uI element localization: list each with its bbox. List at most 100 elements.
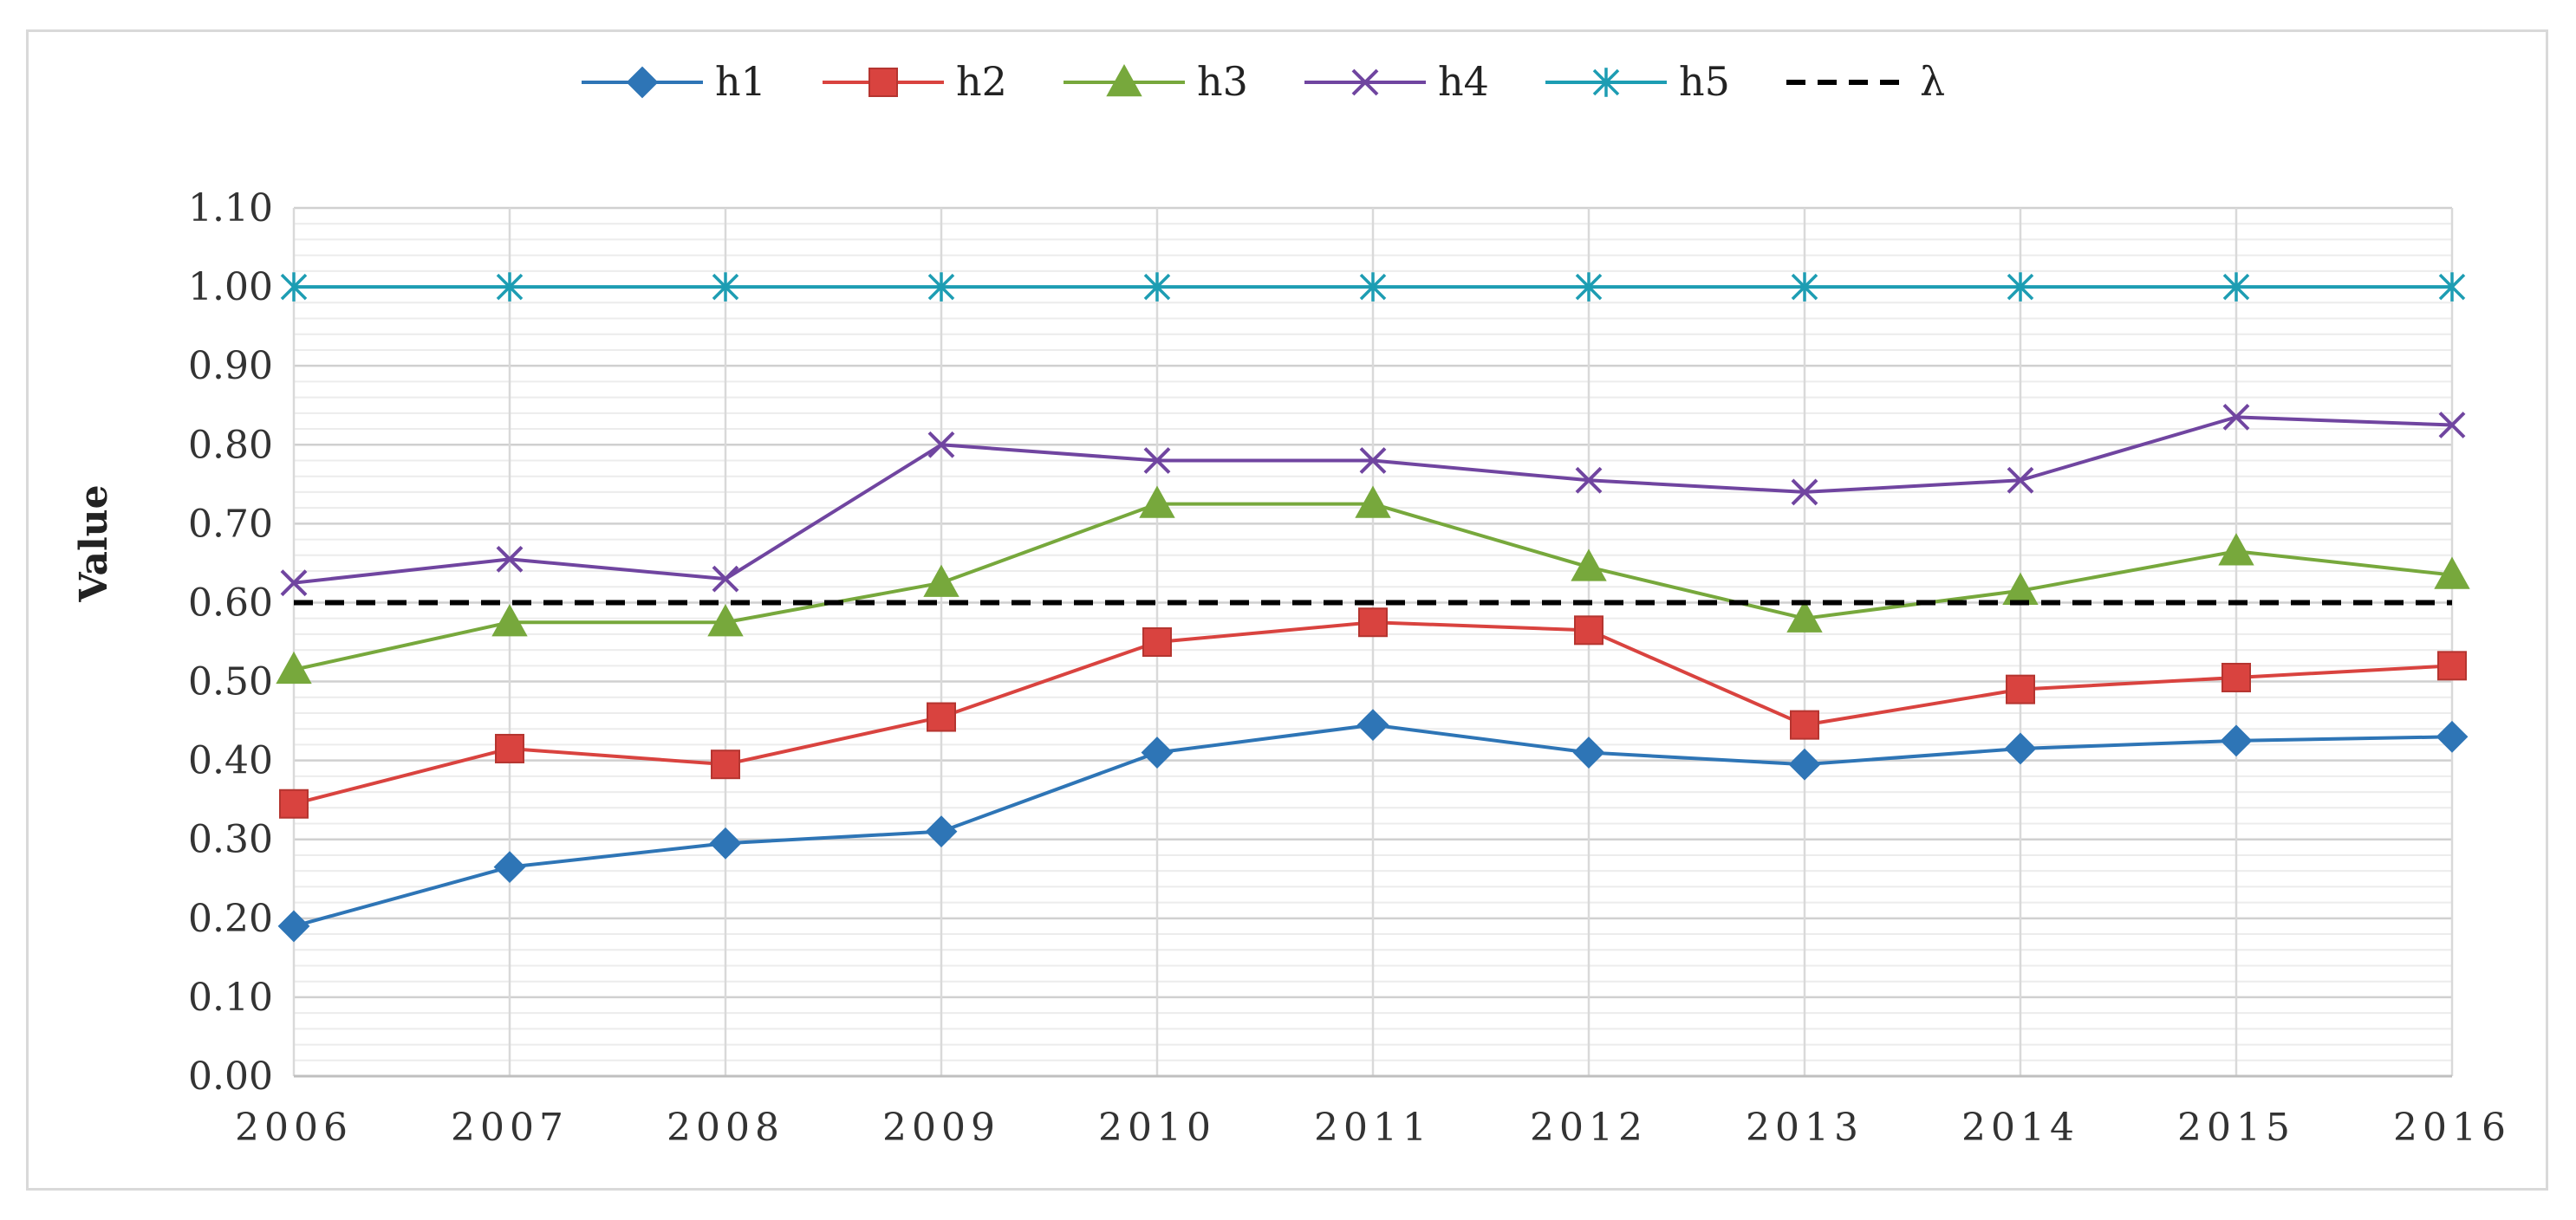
legend-label: h4 [1438,58,1489,105]
data-point-4 [2007,272,2034,302]
data-point-4 [927,272,955,302]
data-point-0 [709,827,742,860]
y-tick-label: 0.90 [188,344,273,388]
data-point-2 [276,651,312,685]
x-marker-stroke [712,565,739,593]
legend-item: h3 [1064,58,1248,105]
data-point-3 [280,569,308,597]
y-axis-label: Value [72,484,116,602]
x-marker-stroke [2222,403,2250,431]
data-point-0 [1356,709,1389,742]
x-marker-stroke [1351,68,1379,96]
data-point-4 [2222,272,2250,302]
legend-item: h5 [1545,58,1730,105]
legend-label: h3 [1197,58,1248,105]
y-tick-label: 1.10 [188,186,273,230]
legend-label: λ [1920,58,1945,105]
y-tick-label: 0.40 [188,739,273,783]
data-point-3 [2222,403,2250,431]
x-marker-stroke [1359,447,1387,474]
data-point-2 [2434,556,2470,589]
data-point-1 [495,733,524,763]
x-tick-label: 2012 [1530,1106,1648,1150]
data-point-1 [1142,627,1172,657]
data-point-1 [279,788,309,819]
data-point-1 [1358,607,1388,638]
legend-swatch-marker [1106,63,1142,97]
data-point-1 [927,702,956,732]
data-point-4 [1143,272,1171,302]
data-point-1 [1574,615,1603,646]
data-point-2 [2218,533,2254,566]
data-point-1 [2437,651,2467,681]
x-marker-stroke [1143,447,1171,474]
chart-frame: 0.00 0.10 0.20 0.30 0.40 0.50 0.60 0.70 0.80 0.90… [26,29,2548,1191]
y-tick-label: 0.00 [188,1055,273,1099]
data-point-0 [1788,748,1821,781]
x-tick-label: 2009 [882,1106,1000,1150]
data-point-1 [2221,662,2251,692]
x-marker-stroke [1791,478,1818,506]
legend-swatch-marker [1592,68,1620,97]
data-point-2 [1571,548,1607,581]
x-tick-label: 2008 [667,1106,784,1150]
grid [292,206,2454,1078]
x-tick-label: 2007 [451,1106,569,1150]
legend-label: h2 [956,58,1007,105]
x-tick-label: 2013 [1746,1106,1864,1150]
line-chart: 0.00 0.10 0.20 0.30 0.40 0.50 0.60 0.70 0.80 0.90… [72,58,2511,1150]
legend-swatch-marker [626,66,659,99]
data-point-2 [491,604,528,637]
data-point-1 [2006,674,2035,704]
data-point-4 [712,272,739,302]
data-point-4 [280,272,308,302]
y-tick-label: 1.00 [188,265,273,309]
data-point-1 [1790,710,1819,740]
data-point-4 [1359,272,1387,302]
legend-label: h5 [1679,58,1730,105]
x-tick-label: 2010 [1098,1106,1216,1150]
data-point-1 [711,750,740,780]
x-marker-stroke [1575,466,1603,494]
data-point-0 [277,910,310,943]
x-marker-stroke [496,545,524,573]
data-point-3 [927,431,955,458]
data-point-3 [1575,466,1603,494]
x-marker-stroke [280,569,308,597]
data-point-2 [1786,600,1823,633]
y-tick-label: 0.20 [188,897,273,941]
y-tick-label: 0.60 [188,581,273,625]
data-point-4 [1575,272,1603,302]
y-tick-label: 0.50 [188,660,273,704]
data-point-0 [2436,720,2469,753]
legend-item: λ [1786,58,1945,105]
y-tick-label: 0.10 [188,976,273,1020]
data-point-0 [1572,737,1605,769]
data-point-3 [712,565,739,593]
data-point-4 [2438,272,2466,302]
data-point-2 [1355,485,1391,518]
data-point-3 [1359,447,1387,474]
y-tick-label: 0.80 [188,423,273,467]
y-tick-label: 0.70 [188,502,273,546]
data-point-0 [2220,724,2253,757]
legend-label: h1 [715,58,766,105]
data-point-2 [707,604,744,637]
x-tick-label: 2014 [1961,1106,2079,1150]
legend-item: h4 [1304,58,1489,105]
series-layer [276,272,2470,943]
x-tick-label: 2011 [1314,1106,1432,1150]
data-point-3 [2007,466,2034,494]
data-point-4 [1791,272,1818,302]
x-tick-label: 2015 [2177,1106,2295,1150]
x-tick-label: 2016 [2393,1106,2511,1150]
y-tick-label: 0.30 [188,818,273,862]
data-point-2 [923,564,959,597]
legend-item: h1 [582,58,766,105]
data-point-0 [925,815,958,848]
x-marker-stroke [927,431,955,458]
axes: 0.00 0.10 0.20 0.30 0.40 0.50 0.60 0.70 0.80 0.90… [188,186,2511,1150]
data-point-0 [2004,732,2037,765]
data-point-0 [493,851,526,884]
data-point-2 [1139,485,1175,518]
